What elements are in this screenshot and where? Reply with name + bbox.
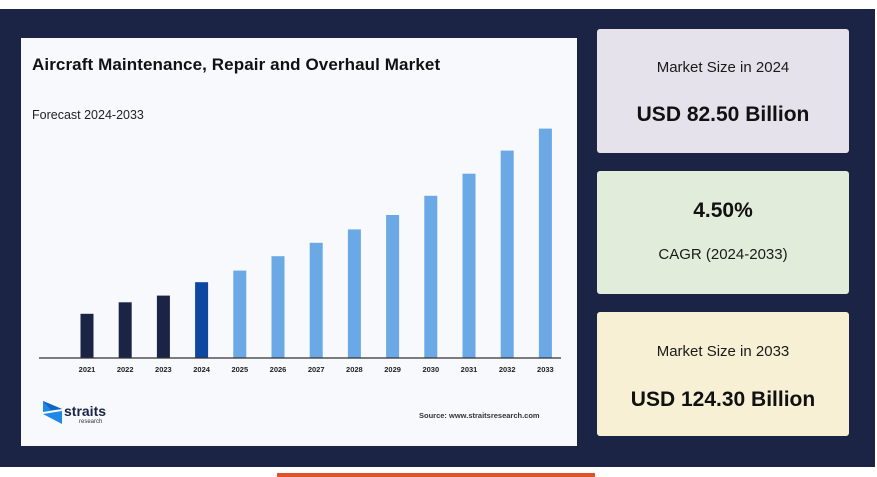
bar-2022 <box>118 302 132 358</box>
x-tick-label: 2023 <box>155 365 172 374</box>
chart-subtitle: Forecast 2024-2033 <box>32 108 144 122</box>
card-label: Market Size in 2024 <box>656 59 790 76</box>
logo-sub: research <box>79 419 103 425</box>
card-value: USD 124.30 Billion <box>630 388 816 411</box>
bar-2027 <box>309 242 323 358</box>
x-tick-label: 2026 <box>270 365 287 374</box>
card-label: CAGR (2024-2033) <box>658 246 788 263</box>
bar-2023 <box>156 295 170 358</box>
bar-2033 <box>538 128 552 358</box>
x-tick-label: 2024 <box>193 365 211 374</box>
market-size-2024-card: Market Size in 2024 USD 82.50 Billion <box>597 29 849 153</box>
x-tick-label: 2021 <box>79 365 96 374</box>
chart-title: Aircraft Maintenance, Repair and Overhau… <box>32 55 441 74</box>
logo-name: straits <box>64 403 107 419</box>
bar-chart: 2021 2022 2023 2024 2025 2026 2027 2028 2029 2030… <box>39 128 561 374</box>
bar-2032 <box>500 150 514 358</box>
card-label: Market Size in 2033 <box>656 343 790 360</box>
card-value: USD 82.50 Billion <box>636 103 810 126</box>
bar-2026 <box>271 256 285 358</box>
bar-2025 <box>233 270 247 358</box>
market-size-2033-card: Market Size in 2033 USD 124.30 Billion <box>597 312 849 436</box>
x-tick-label: 2029 <box>384 365 401 374</box>
x-tick-label: 2022 <box>117 365 134 374</box>
bar-2029 <box>386 215 400 358</box>
bar-2030 <box>424 195 438 358</box>
straits-logo-icon <box>43 401 62 424</box>
x-tick-label: 2030 <box>422 365 439 374</box>
bar-2028 <box>347 229 361 358</box>
cagr-card: 4.50% CAGR (2024-2033) <box>597 171 849 294</box>
x-tick-label: 2033 <box>537 365 554 374</box>
chart-panel: Aircraft Maintenance, Repair and Overhau… <box>21 38 577 446</box>
bar-2021 <box>80 313 94 358</box>
x-tick-label: 2032 <box>499 365 516 374</box>
bar-2024 <box>195 282 209 358</box>
card-value: 4.50% <box>693 199 753 222</box>
x-tick-label: 2031 <box>461 365 478 374</box>
accent-strip <box>277 473 595 477</box>
source-text: Source: www.straitsresearch.com <box>419 411 540 420</box>
bar-2031 <box>462 173 476 358</box>
x-tick-label: 2027 <box>308 365 325 374</box>
x-tick-label: 2028 <box>346 365 363 374</box>
x-tick-label: 2025 <box>231 365 248 374</box>
